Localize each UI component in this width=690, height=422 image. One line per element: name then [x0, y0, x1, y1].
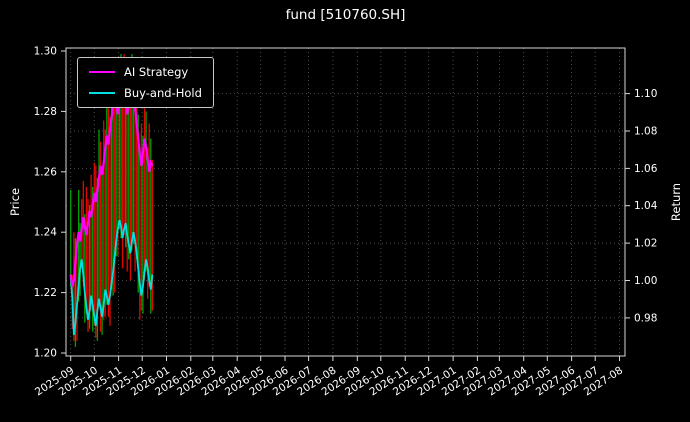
svg-text:1.30: 1.30 [34, 46, 57, 58]
svg-text:1.20: 1.20 [34, 348, 57, 360]
legend-label-ai-strategy: AI Strategy [124, 65, 189, 79]
y-axis-right: 0.98 1.00 1.02 1.04 1.06 1.08 1.10 [625, 88, 658, 324]
plot-border [65, 47, 626, 357]
x-axis: 2025-092025-102025-112025-122026-012026-… [33, 356, 625, 398]
ai-strategy-line [69, 81, 154, 287]
chart-title: fund [510760.SH] [285, 7, 406, 23]
svg-text:1.28: 1.28 [34, 106, 57, 118]
svg-text:1.02: 1.02 [634, 238, 657, 250]
legend: AI Strategy Buy-and-Hold [77, 57, 214, 108]
svg-text:1.10: 1.10 [634, 88, 657, 100]
svg-text:1.06: 1.06 [634, 163, 658, 175]
left-axis-label: Price [8, 187, 22, 217]
ai-strategy-line-swatch [89, 71, 115, 73]
svg-text:1.22: 1.22 [34, 287, 57, 299]
buy-and-hold-line-swatch [89, 92, 115, 94]
svg-text:0.98: 0.98 [634, 312, 657, 324]
svg-text:1.26: 1.26 [34, 166, 58, 178]
right-axis-label: Return [669, 182, 683, 222]
svg-text:1.00: 1.00 [634, 275, 657, 287]
y-axis-left: 1.20 1.22 1.24 1.26 1.28 1.30 [34, 46, 66, 360]
buy-and-hold-line [69, 219, 154, 336]
svg-text:1.08: 1.08 [634, 126, 657, 138]
svg-text:1.24: 1.24 [34, 227, 58, 239]
svg-text:1.04: 1.04 [634, 200, 658, 212]
legend-item-ai-strategy: AI Strategy [89, 65, 202, 79]
legend-label-buy-and-hold: Buy-and-Hold [124, 86, 202, 100]
legend-item-buy-and-hold: Buy-and-Hold [89, 86, 202, 100]
grid-lines [66, 48, 625, 356]
